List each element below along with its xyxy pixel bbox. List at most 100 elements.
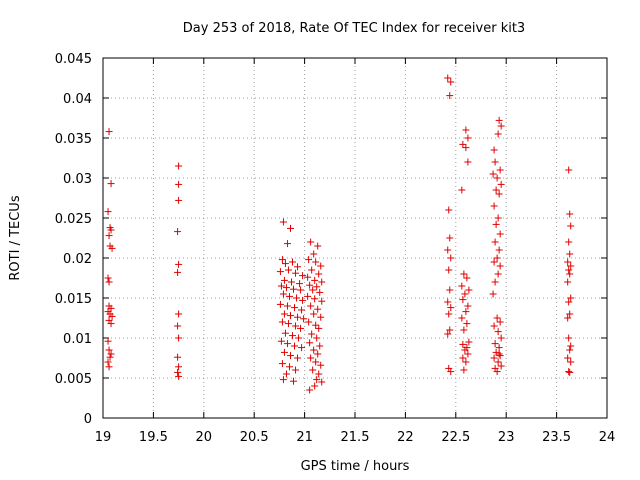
data-point	[297, 324, 305, 332]
data-point	[293, 294, 301, 302]
data-point	[311, 276, 319, 284]
data-point	[280, 276, 288, 284]
data-point	[289, 332, 297, 340]
data-point	[445, 266, 453, 274]
data-point	[565, 334, 573, 342]
data-point	[494, 328, 502, 336]
data-point	[304, 273, 312, 281]
data-point	[299, 272, 307, 280]
data-point	[286, 352, 294, 360]
data-point	[107, 350, 115, 358]
data-point	[495, 350, 503, 358]
data-point	[497, 122, 505, 130]
data-point	[497, 334, 505, 342]
data-point	[286, 312, 294, 320]
data-point	[279, 290, 287, 298]
data-point	[289, 258, 297, 266]
y-tick-label: 0.035	[55, 132, 92, 147]
data-point	[105, 346, 113, 354]
data-point	[313, 334, 321, 342]
data-point	[490, 146, 498, 154]
data-point	[497, 180, 505, 188]
data-point	[308, 266, 316, 274]
data-point	[496, 318, 504, 326]
data-point	[315, 324, 323, 332]
data-point	[447, 368, 455, 376]
data-point	[444, 298, 452, 306]
data-point	[494, 358, 502, 366]
data-point	[174, 228, 182, 236]
data-point	[464, 134, 472, 142]
data-point	[280, 348, 288, 356]
data-point	[315, 370, 323, 378]
data-point	[567, 358, 575, 366]
x-tick-label: 20	[196, 430, 213, 445]
data-point	[447, 254, 455, 262]
data-point	[309, 286, 317, 294]
data-point	[104, 274, 112, 282]
data-point	[314, 350, 322, 358]
x-tick-label: 22.5	[441, 430, 470, 445]
data-point	[493, 254, 501, 262]
data-point	[175, 310, 183, 318]
data-point	[460, 326, 468, 334]
data-point	[307, 302, 315, 310]
data-point	[107, 180, 115, 188]
data-point	[459, 140, 467, 148]
data-point	[310, 346, 318, 354]
data-point	[278, 318, 286, 326]
data-point	[566, 250, 574, 258]
data-point	[300, 315, 308, 323]
data-point	[305, 256, 313, 264]
data-point	[465, 286, 473, 294]
data-point	[458, 282, 466, 290]
y-tick-label: 0.01	[63, 332, 92, 347]
data-point	[175, 180, 183, 188]
data-point	[104, 208, 112, 216]
data-point	[565, 166, 573, 174]
data-point	[279, 376, 287, 384]
data-point	[491, 158, 499, 166]
data-point	[491, 278, 499, 286]
data-point	[291, 342, 299, 350]
data-point	[312, 358, 320, 366]
data-point	[459, 296, 467, 304]
data-point	[564, 258, 572, 266]
data-point	[496, 262, 504, 270]
data-point	[317, 313, 325, 321]
data-point	[108, 244, 116, 252]
data-point	[494, 270, 502, 278]
y-tick-label: 0.015	[55, 292, 92, 307]
data-point	[493, 174, 501, 182]
data-point	[299, 296, 307, 304]
data-point	[107, 226, 115, 234]
data-point	[458, 314, 466, 322]
data-point	[495, 246, 503, 254]
data-point	[307, 354, 315, 362]
data-point	[446, 326, 454, 334]
y-tick-label: 0.02	[63, 252, 92, 267]
data-point	[174, 322, 182, 330]
data-point	[298, 344, 306, 352]
data-point	[460, 366, 468, 374]
y-tick-label: 0	[84, 412, 92, 427]
data-point	[490, 202, 498, 210]
data-point	[294, 354, 302, 362]
data-point	[175, 196, 183, 204]
data-point	[459, 340, 467, 348]
data-point	[284, 320, 292, 328]
data-point	[282, 370, 290, 378]
data-point	[567, 294, 575, 302]
data-point	[105, 278, 113, 286]
data-point	[290, 285, 298, 293]
data-point	[290, 377, 298, 385]
data-point	[175, 162, 183, 170]
data-point	[175, 260, 183, 268]
data-point	[447, 78, 455, 86]
data-point	[174, 368, 182, 376]
data-point	[104, 358, 112, 366]
data-point	[295, 334, 303, 342]
data-point	[306, 281, 314, 289]
y-tick-labels: 0 0.005 0.01 0.015 0.02 0.025 0.03 0.035 0.04 0.0…	[55, 52, 92, 427]
data-point	[104, 337, 112, 345]
